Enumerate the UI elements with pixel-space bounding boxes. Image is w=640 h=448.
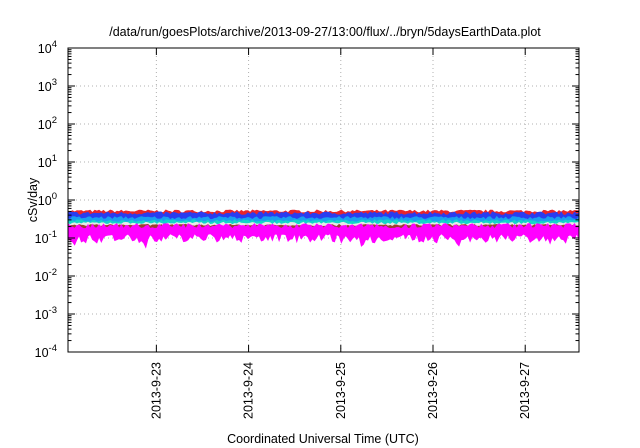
plot-area <box>67 209 580 249</box>
x-tick-label: 2013-9-23 <box>149 362 163 419</box>
y-tick-label: 104 <box>38 39 57 56</box>
x-tick-label: 2013-9-24 <box>242 362 256 419</box>
x-axis-label: Coordinated Universal Time (UTC) <box>227 432 419 446</box>
y-tick-label: 100 <box>38 191 57 208</box>
x-tick-label: 2013-9-25 <box>334 362 348 419</box>
grid <box>68 48 579 352</box>
y-tick-label: 10-3 <box>35 305 57 322</box>
chart-title: /data/run/goesPlots/archive/2013-09-27/1… <box>109 25 541 39</box>
y-axis-label: cSv/day <box>26 177 40 222</box>
y-tick-label: 10-4 <box>35 343 57 360</box>
x-tick-label: 2013-9-26 <box>426 362 440 419</box>
x-axis: 2013-9-23 2013-9-24 2013-9-25 2013-9-26 2013… <box>149 48 532 419</box>
y-axis: 104 103 102 101 100 10-1 10-2 10-3 10-4 <box>35 39 579 360</box>
y-tick-label: 102 <box>38 115 57 132</box>
y-tick-label: 103 <box>38 77 57 94</box>
y-tick-label: 10-1 <box>35 229 57 246</box>
y-tick-label: 10-2 <box>35 267 57 284</box>
y-tick-label: 101 <box>38 153 57 170</box>
x-tick-label: 2013-9-27 <box>518 362 532 419</box>
